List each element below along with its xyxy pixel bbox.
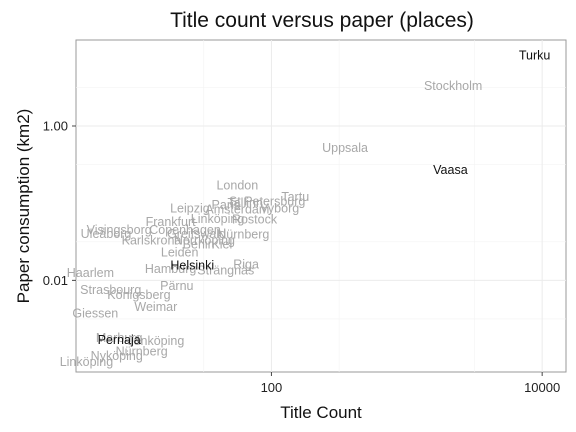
point-label: Jönköping [127, 334, 184, 348]
point-label: Kiel [211, 238, 232, 252]
chart-title: Title count versus paper (places) [170, 9, 474, 32]
point-label: Vyborg [260, 202, 299, 216]
point-label: Nürnberg [217, 228, 269, 242]
point-label: Linköping [191, 212, 245, 226]
point-label: Stockholm [424, 79, 482, 93]
y-axis-title: Paper consumption (km2) [14, 109, 33, 304]
point-label: Nyköping [91, 349, 143, 363]
point-label: Nürnberg [116, 344, 168, 358]
point-label: Strasbourg [80, 283, 141, 297]
point-label: Königsberg [107, 288, 170, 302]
point-label: Frankfurt [146, 215, 197, 229]
point-label: Rostock [232, 213, 278, 227]
point-label: Visingsborg [87, 223, 152, 237]
point-label: Strängnäs [197, 263, 254, 277]
point-label: Vaasa [433, 163, 468, 177]
point-label: Riga [233, 258, 259, 272]
point-label: Helsinki [170, 259, 214, 273]
point-label: Tartu [281, 190, 309, 204]
plot-panel [75, 39, 567, 373]
point-label: Weimar [134, 300, 177, 314]
y-tick-label: 1.00 [43, 118, 68, 133]
point-label: Copenhagen [149, 223, 221, 237]
point-label: Haarlem [67, 266, 114, 280]
point-label: Amsterdam [205, 202, 269, 216]
point-label: Hamburg [145, 262, 196, 276]
point-label: Norrköping [174, 233, 235, 247]
point-label: Turku [519, 48, 551, 62]
point-label: Uppsala [322, 141, 368, 155]
x-axis-title: Title Count [280, 403, 362, 422]
point-label: London [216, 178, 258, 192]
point-label: Pernaja [98, 333, 141, 347]
point-label: Paris [212, 198, 240, 212]
point-label: St Petersburg [229, 195, 305, 209]
x-tick-label: 100 [261, 380, 283, 395]
point-label: Greifswald [167, 227, 226, 241]
point-label: Uleåborg [81, 227, 132, 241]
point-label: Leipzig [170, 202, 210, 216]
point-label: Leiden [161, 245, 199, 259]
y-tick-label: 0.01 [43, 273, 68, 288]
point-label: Berlin [183, 238, 215, 252]
grid-layer [76, 40, 566, 372]
x-axis: 100 10000 [261, 372, 560, 395]
point-label: Linköping [60, 355, 114, 369]
y-axis: 0.01 1.00 [43, 118, 76, 288]
point-label: Marburg [96, 331, 143, 345]
x-tick-label: 10000 [524, 380, 560, 395]
point-label: Pärnu [160, 279, 193, 293]
point-label: Tallinn [227, 196, 262, 210]
point-label: Giessen [72, 307, 118, 321]
point-label: Karlskrona [122, 233, 182, 247]
